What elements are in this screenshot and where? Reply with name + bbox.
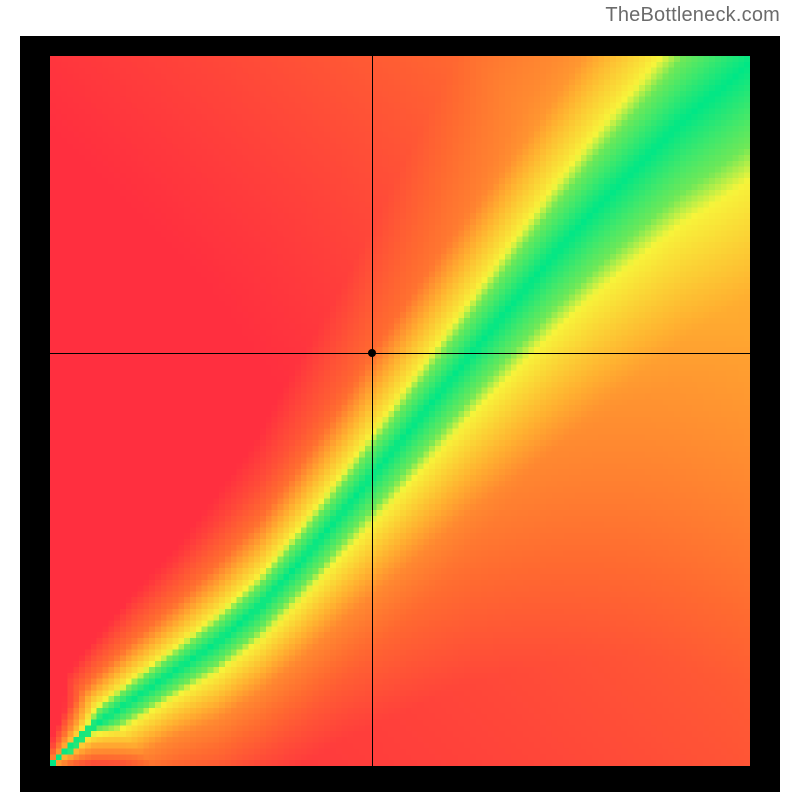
- plot-area: [50, 56, 750, 766]
- crosshair-dot: [368, 349, 376, 357]
- crosshair-horizontal: [50, 353, 750, 354]
- heatmap-canvas: [50, 56, 750, 766]
- crosshair-vertical: [372, 56, 373, 766]
- plot-frame: [20, 36, 780, 792]
- watermark-text: TheBottleneck.com: [605, 4, 780, 27]
